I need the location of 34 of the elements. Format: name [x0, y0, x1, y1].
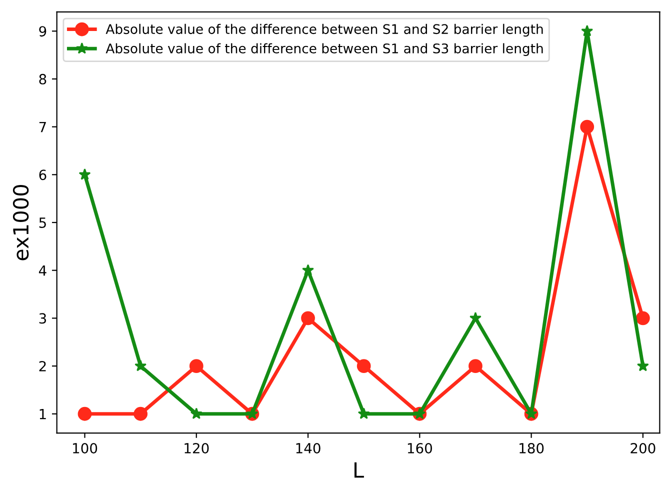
point — [302, 264, 314, 276]
y-tick-label: 4 — [38, 265, 46, 276]
legend-label: Absolute value of the difference between S1 and S2 barrier length — [106, 24, 543, 37]
x-tick-label: 180 — [520, 442, 544, 454]
point — [78, 406, 92, 421]
y-axis-title: ex1000 — [12, 184, 29, 260]
y-tick-label: 6 — [39, 170, 46, 180]
y-tick-label: 3 — [39, 313, 46, 324]
y-tick-label: 8 — [39, 74, 46, 84]
point — [636, 311, 650, 326]
x-tick-label: 120 — [184, 442, 209, 454]
point — [636, 360, 649, 372]
x-tick-label: 100 — [73, 442, 98, 454]
point — [581, 24, 594, 36]
point — [134, 406, 148, 421]
point — [358, 408, 370, 420]
y-tick-label: 7 — [39, 122, 46, 132]
y-tick-label: 9 — [39, 26, 46, 37]
x-tick-label: 160 — [408, 442, 432, 454]
point — [189, 359, 204, 373]
legend-label: Absolute value of the difference between S1 and S3 barrier length — [106, 43, 543, 56]
point — [301, 311, 315, 326]
point — [190, 408, 202, 420]
point — [134, 360, 147, 372]
x-tick-label: 200 — [630, 442, 656, 454]
point — [78, 168, 91, 180]
x-tick-label: 140 — [296, 442, 320, 454]
x-axis-title: L — [354, 462, 364, 478]
point — [580, 120, 594, 134]
point — [356, 359, 371, 373]
point — [468, 359, 482, 373]
y-tick-label: 2 — [39, 361, 46, 372]
y-tick-label: 5 — [39, 218, 46, 228]
y-tick-label: 1 — [40, 409, 46, 420]
